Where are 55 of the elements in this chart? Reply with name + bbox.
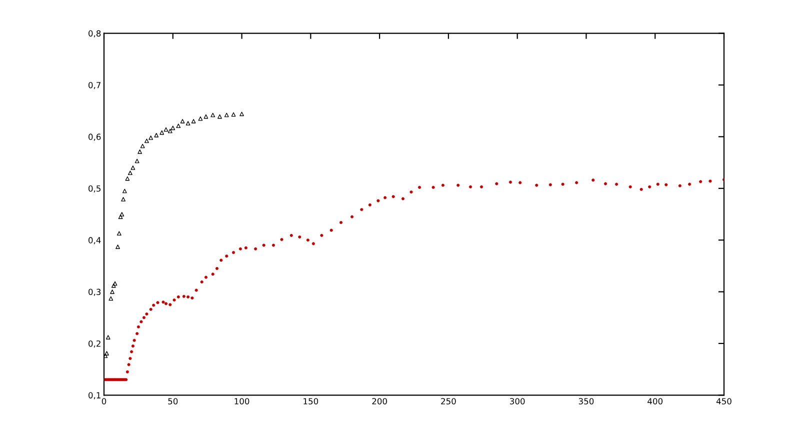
point [210, 112, 216, 118]
x-tick-label: 400 [648, 398, 663, 404]
point [180, 118, 185, 124]
point [204, 114, 208, 119]
point [186, 121, 190, 126]
point [154, 132, 159, 138]
point [112, 281, 118, 286]
point [176, 124, 181, 128]
point [218, 114, 222, 119]
point [198, 116, 203, 121]
x-tick-label: 100 [234, 398, 250, 404]
point [148, 136, 154, 140]
y-tick-label: 0,7 [88, 82, 101, 90]
point [130, 166, 136, 170]
y-tick-label: 0,5 [88, 185, 100, 193]
point [240, 112, 244, 116]
x-tick-label: 450 [716, 398, 732, 404]
y-tick-label: 0,2 [88, 340, 100, 348]
x-tick-label: 150 [304, 398, 318, 404]
x-tick-label: 300 [510, 398, 525, 404]
point [160, 130, 164, 135]
point [104, 354, 108, 358]
point [104, 351, 109, 356]
point [170, 126, 176, 130]
x-tick-label: 200 [372, 398, 387, 404]
y-tick-label: 0,8 [88, 30, 101, 38]
y-tick-label: 0,4 [88, 237, 101, 244]
point [138, 149, 142, 154]
x-tick-label: 50 [168, 398, 178, 404]
y-tick-label: 0,6 [88, 134, 101, 141]
point [116, 244, 120, 249]
point [128, 170, 132, 176]
point [116, 231, 122, 236]
point [108, 296, 114, 301]
x-tick-label: 350 [578, 398, 594, 404]
point [168, 128, 172, 134]
point [224, 112, 229, 118]
x-tick-label: 250 [441, 398, 456, 404]
point [144, 138, 149, 144]
point [125, 176, 130, 181]
point [118, 214, 123, 219]
point [134, 158, 140, 164]
point [121, 197, 126, 202]
point [120, 212, 124, 216]
y-tick-label: 0,1 [88, 392, 100, 400]
point [111, 283, 116, 288]
x-tick-label: 0 [102, 398, 106, 404]
point [122, 188, 127, 194]
point [191, 118, 196, 124]
point [110, 290, 114, 294]
point [164, 127, 168, 132]
point [106, 335, 110, 340]
point [231, 112, 236, 117]
point [140, 144, 145, 148]
y-tick-label: 0,3 [88, 288, 101, 296]
